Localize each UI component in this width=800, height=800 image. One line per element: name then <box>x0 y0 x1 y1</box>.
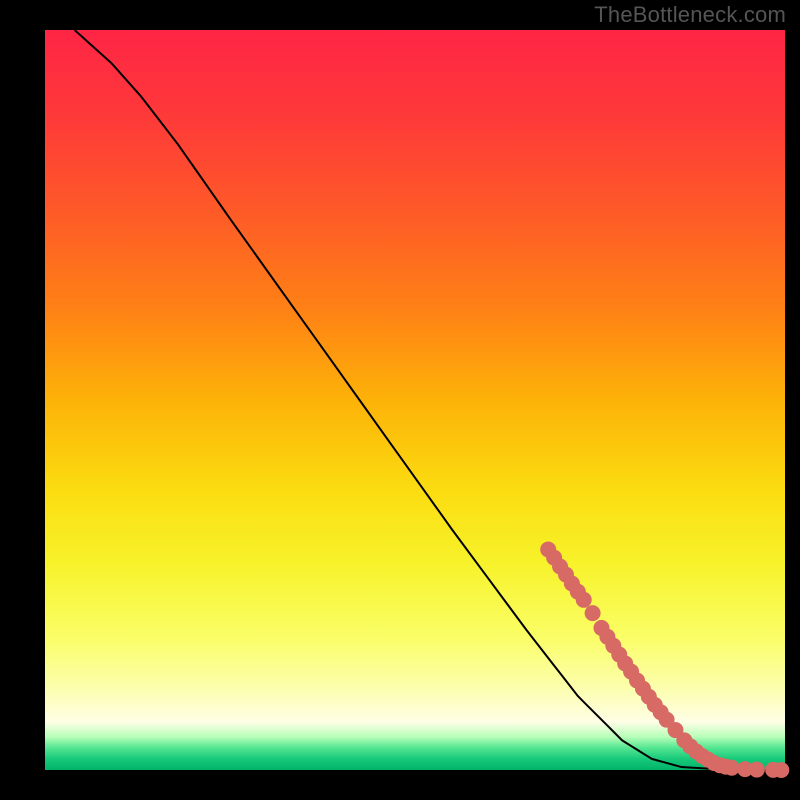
bottleneck-curve-chart <box>0 0 800 800</box>
chart-container: TheBottleneck.com <box>0 0 800 800</box>
gradient-background <box>45 30 785 770</box>
data-marker <box>773 762 789 778</box>
data-marker <box>749 762 765 778</box>
watermark-text: TheBottleneck.com <box>594 2 786 28</box>
data-marker <box>585 605 601 621</box>
data-marker <box>576 592 592 608</box>
